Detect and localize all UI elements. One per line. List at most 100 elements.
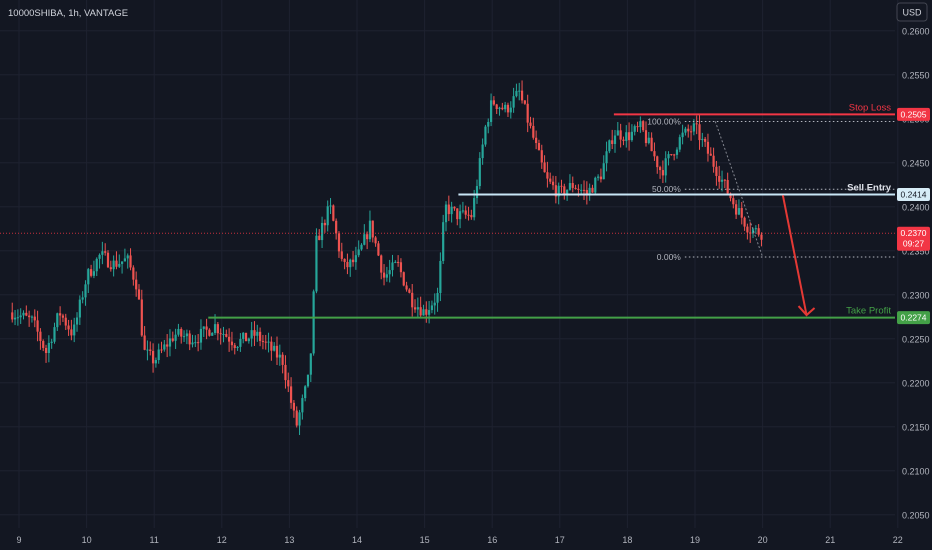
candle-body bbox=[464, 210, 467, 215]
candle-body bbox=[129, 255, 132, 268]
y-tick-label: 0.2150 bbox=[902, 422, 930, 432]
level-price-tag bbox=[897, 311, 930, 325]
candle-body bbox=[551, 181, 555, 186]
candle-body bbox=[318, 235, 321, 241]
candle-body bbox=[320, 222, 324, 241]
candle-body bbox=[247, 338, 250, 342]
x-tick-label: 20 bbox=[758, 535, 768, 545]
candle-body bbox=[484, 126, 487, 145]
candle-body bbox=[36, 320, 39, 332]
candle-body bbox=[244, 332, 248, 342]
candle-body bbox=[191, 342, 194, 345]
candle-body bbox=[59, 313, 62, 316]
level-name-label: Take Profit bbox=[846, 306, 891, 317]
candle-body bbox=[374, 237, 377, 244]
candle-body bbox=[413, 307, 417, 310]
candle-body bbox=[411, 292, 414, 308]
candle-body bbox=[309, 353, 312, 375]
y-tick-label: 0.2450 bbox=[902, 158, 930, 168]
candle-body bbox=[597, 176, 600, 178]
candle-body bbox=[439, 260, 442, 294]
candle-body bbox=[16, 317, 19, 319]
candle-body bbox=[346, 261, 349, 268]
candle-body bbox=[594, 177, 597, 193]
x-tick-label: 17 bbox=[555, 535, 565, 545]
candle-body bbox=[757, 228, 760, 235]
candle-body bbox=[377, 243, 380, 256]
arrow-shaft bbox=[781, 195, 808, 316]
candle-body bbox=[642, 121, 645, 131]
symbol-title: 10000SHIBA, 1h, VANTAGE bbox=[8, 8, 128, 19]
candle-body bbox=[723, 179, 726, 181]
candle-body bbox=[405, 285, 408, 290]
level-name-label: Sell Entry bbox=[847, 182, 892, 193]
candle-body bbox=[661, 170, 664, 176]
candle-body bbox=[185, 333, 188, 337]
fib-label: 100.00% bbox=[647, 116, 681, 126]
candle-body bbox=[126, 255, 129, 259]
candle-body bbox=[473, 198, 476, 218]
candle-body bbox=[222, 334, 225, 336]
x-tick-label: 15 bbox=[420, 535, 430, 545]
candle-body bbox=[337, 233, 341, 252]
currency-button[interactable]: USD bbox=[896, 2, 928, 22]
candle-body bbox=[28, 315, 31, 318]
candle-body bbox=[101, 251, 104, 255]
candle-body bbox=[213, 324, 217, 333]
candle-body bbox=[118, 263, 121, 267]
x-tick-label: 13 bbox=[284, 535, 294, 545]
candle-body bbox=[42, 340, 45, 348]
candle-body bbox=[436, 293, 439, 303]
candle-body bbox=[664, 158, 667, 176]
candle-body bbox=[726, 180, 729, 194]
candle-body bbox=[408, 289, 411, 293]
candle-body bbox=[275, 345, 279, 358]
candle-body bbox=[157, 349, 160, 361]
candle-body bbox=[39, 331, 42, 341]
candle-body bbox=[343, 258, 346, 262]
candle-body bbox=[419, 307, 422, 316]
candle-body bbox=[109, 267, 112, 270]
level-price-tag bbox=[897, 107, 930, 121]
candle-body bbox=[104, 251, 107, 253]
candle-body bbox=[743, 217, 746, 227]
candle-body bbox=[298, 412, 301, 426]
candle-body bbox=[225, 334, 228, 337]
fib-label: 50.00% bbox=[652, 184, 681, 194]
candle-body bbox=[489, 100, 493, 122]
candle-body bbox=[653, 151, 656, 157]
candle-body bbox=[30, 316, 34, 318]
candle-body bbox=[611, 140, 614, 144]
candle-body bbox=[259, 331, 262, 341]
time-axis[interactable]: 9 10 11 12 13 14 15 16 17 18 19 20 21 22 bbox=[16, 535, 902, 545]
candle-body bbox=[675, 149, 679, 155]
candle-body bbox=[461, 210, 465, 212]
candle-body bbox=[44, 347, 48, 354]
candle-body bbox=[706, 141, 710, 154]
candle-body bbox=[580, 189, 583, 191]
candle-body bbox=[335, 220, 338, 234]
candle-body bbox=[470, 215, 473, 218]
candle-body bbox=[239, 338, 242, 347]
candle-body bbox=[166, 344, 169, 347]
candle-body bbox=[90, 269, 93, 276]
candle-body bbox=[526, 103, 529, 123]
candle-body bbox=[735, 204, 738, 215]
candle-body bbox=[84, 284, 87, 298]
x-tick-label: 16 bbox=[487, 535, 497, 545]
candle-body bbox=[656, 156, 659, 168]
candle-body bbox=[366, 234, 369, 240]
price-axis[interactable]: 0.26000.25500.25000.24500.24000.23500.23… bbox=[902, 26, 930, 520]
candle-body bbox=[422, 309, 425, 316]
candle-body bbox=[50, 341, 53, 343]
candle-body bbox=[180, 328, 183, 337]
candle-body bbox=[11, 312, 14, 320]
candle-body bbox=[388, 270, 391, 275]
candle-body bbox=[242, 332, 245, 339]
candle-body bbox=[188, 333, 191, 345]
candle-body bbox=[532, 125, 535, 138]
candle-body bbox=[219, 333, 222, 335]
candle-body bbox=[453, 206, 456, 209]
candle-body bbox=[718, 175, 721, 182]
